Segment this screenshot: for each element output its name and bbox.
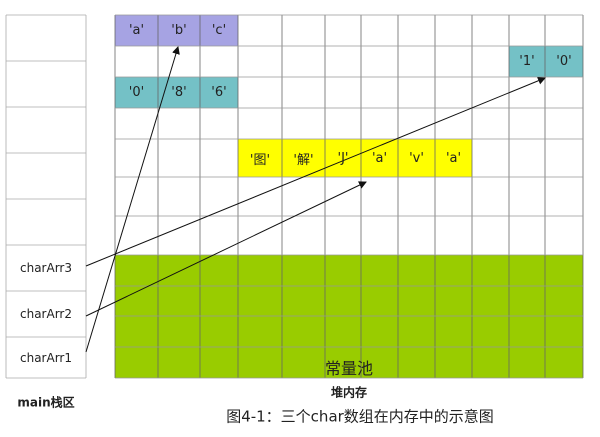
- stack-slot: [6, 61, 86, 107]
- heap-label: 堆内存: [330, 385, 368, 400]
- stack-slot: [6, 199, 86, 245]
- array-element: '1': [519, 54, 535, 69]
- array-element: 'J': [337, 150, 349, 166]
- array-element: '0': [128, 85, 145, 100]
- stack-slot: charArr3: [20, 261, 72, 275]
- stack-slot: [6, 153, 86, 199]
- array-cell-fill: [158, 77, 200, 108]
- array-element: 'b': [171, 23, 187, 38]
- pointer-arrow-charArr3: [85, 76, 546, 267]
- array-element: '6': [211, 85, 227, 100]
- array-element: 'v': [409, 150, 424, 166]
- array-element: '8': [171, 85, 187, 100]
- array-cell-fill: [435, 139, 472, 177]
- stack-label: main栈区: [17, 395, 75, 410]
- figure-caption: 图4-1：三个char数组在内存中的示意图: [226, 407, 494, 426]
- constant-pool: [115, 255, 583, 378]
- array-cell-fill: [398, 139, 435, 177]
- array-cell-fill: [325, 139, 361, 177]
- stack-slot: charArr1: [20, 350, 72, 365]
- array-element: 'a': [128, 23, 145, 38]
- stack-slot: [6, 15, 86, 61]
- array-element: 'a': [445, 150, 462, 166]
- stack-slot: charArr2: [20, 307, 72, 321]
- array-element: 'c': [211, 23, 227, 38]
- array-cell-fill: [238, 139, 282, 177]
- array-cell-fill: [200, 77, 238, 108]
- array-cell-fill: [115, 15, 158, 46]
- array-element: '图': [249, 152, 271, 168]
- array-cell-fill: [545, 46, 583, 77]
- array-cell-fill: [200, 15, 238, 46]
- array-element: '0': [556, 54, 572, 69]
- array-element: '解': [293, 152, 314, 168]
- array-cell-fill: [158, 15, 200, 46]
- array-element: 'a': [371, 150, 388, 166]
- pointer-arrow-charArr1: [85, 46, 180, 353]
- array-cell-fill: [509, 46, 545, 77]
- array-cell-fill: [115, 77, 158, 108]
- constant-pool-label: 常量池: [324, 359, 374, 378]
- pointer-arrow-charArr2: [85, 181, 367, 317]
- stack-slot: [6, 107, 86, 153]
